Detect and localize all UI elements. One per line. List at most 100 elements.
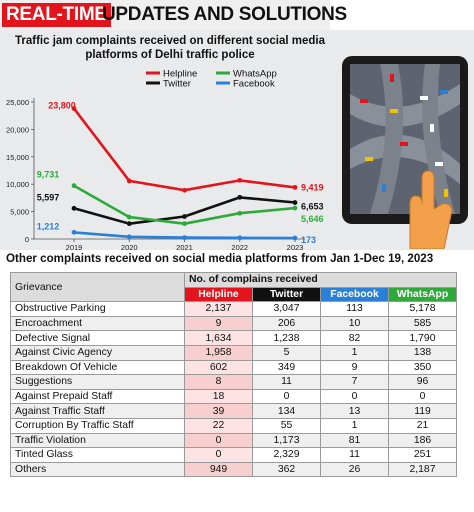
whatsapp-cell: 251 (388, 447, 457, 463)
data-label-facebook: 1,212 (37, 221, 60, 231)
chart-title: Traffic jam complaints received on diffe… (15, 35, 325, 61)
twitter-cell: 5 (252, 344, 321, 361)
twitter-cell: 55 (252, 417, 321, 434)
car-icon (400, 142, 408, 146)
data-point-whatsapp (71, 183, 77, 189)
car-icon (435, 162, 443, 166)
twitter-cell: 2,329 (252, 447, 321, 463)
helpline-cell: 2,137 (184, 301, 253, 317)
whatsapp-cell: 585 (388, 315, 457, 332)
table-row: Encroachment 9 206 10 585 (10, 315, 457, 332)
helpline-cell: 9 (184, 315, 253, 332)
grievance-cell: Against Traffic Staff (10, 403, 185, 419)
twitter-cell: 1,238 (252, 330, 321, 346)
twitter-cell: 0 (252, 388, 321, 405)
grievance-cell: Others (10, 461, 185, 478)
y-tick-label: 25,000 (6, 98, 29, 107)
facebook-cell: 26 (320, 461, 389, 478)
grievance-cell: Suggestions (10, 374, 185, 390)
legend-twitter-label: Twitter (163, 79, 191, 90)
data-point-helpline (237, 177, 243, 183)
helpline-cell: 8 (184, 374, 253, 390)
table-row: Suggestions 8 11 7 96 (10, 374, 457, 390)
data-point-helpline (182, 187, 187, 193)
table-row: Against Prepaid Staff 18 0 0 0 (10, 388, 457, 405)
line-chart: Helpline WhatsApp Twitter Facebook 0 5,00… (6, 69, 324, 251)
grievance-cell: Encroachment (10, 315, 185, 332)
whatsapp-cell: 186 (388, 432, 457, 449)
x-tick-label: 2022 (231, 243, 248, 250)
table-row: Against Traffic Staff 39 134 13 119 (10, 403, 457, 419)
twitter-cell: 11 (252, 374, 321, 390)
banner-title: UPDATES AND SOLUTIONS (102, 4, 347, 25)
data-label-facebook: 173 (301, 235, 316, 245)
y-tick-label: 15,000 (6, 153, 29, 162)
car-icon (444, 189, 448, 197)
data-point-twitter (182, 214, 187, 219)
facebook-cell: 9 (320, 359, 389, 376)
table-row: Tinted Glass 0 2,329 11 251 (10, 447, 457, 463)
twitter-cell: 349 (252, 359, 321, 376)
data-point-helpline (292, 184, 298, 190)
complaints-table: Grievance No. of complains received Help… (10, 271, 457, 478)
table-row: Defective Signal 1,634 1,238 82 1,790 (10, 330, 457, 346)
platform-header-row: Helpline Twitter Facebook WhatsApp (11, 286, 457, 303)
helpline-cell: 18 (184, 388, 253, 405)
whatsapp-cell: 138 (388, 344, 457, 361)
table-row: Obstructive Parking 2,137 3,047 113 5,17… (10, 301, 457, 317)
data-point-facebook (237, 235, 243, 241)
data-label-whatsapp: 9,731 (37, 170, 60, 180)
chart-series: 23,800 9,419 5,597 6,653 9,731 5,646 1,212 173 (37, 101, 324, 245)
data-label-twitter: 5,597 (37, 192, 60, 202)
legend-helpline-label: Helpline (163, 69, 197, 80)
data-point-twitter (71, 205, 77, 211)
chart-panel: Traffic jam complaints received on diffe… (0, 30, 474, 250)
twitter-cell: 206 (252, 315, 321, 332)
whatsapp-cell: 119 (388, 403, 457, 419)
facebook-cell: 11 (320, 447, 389, 463)
table-title: Other complaints received on social medi… (6, 252, 434, 265)
grievance-cell: Against Prepaid Staff (10, 388, 185, 405)
grievance-cell: Against Civic Agency (10, 344, 185, 361)
table-header-row: Grievance No. of complains received (10, 271, 457, 303)
y-tick-label: 20,000 (6, 125, 29, 134)
series-line-helpline (72, 107, 296, 192)
grievance-header: Grievance (10, 271, 185, 303)
chart-axes: 0 5,000 10,000 15,000 20,000 25,000 2019 2020 20… (6, 98, 305, 250)
legend-whatsapp-label: WhatsApp (233, 69, 277, 80)
car-icon (382, 184, 386, 192)
data-point-facebook (182, 235, 187, 241)
whatsapp-column-header: WhatsApp (388, 286, 457, 303)
whatsapp-cell: 5,178 (388, 301, 457, 317)
table-row: Breakdown Of Vehicle 602 349 9 350 (10, 359, 457, 376)
x-tick-label: 2019 (66, 243, 83, 250)
facebook-cell: 113 (320, 301, 389, 317)
grievance-cell: Defective Signal (10, 330, 185, 346)
data-point-facebook (292, 235, 298, 241)
helpline-cell: 0 (184, 432, 253, 449)
data-point-whatsapp (126, 214, 132, 220)
x-tick-label: 2021 (176, 243, 193, 250)
y-tick-label: 0 (25, 235, 29, 244)
facebook-cell: 10 (320, 315, 389, 332)
grievance-cell: Traffic Violation (10, 432, 185, 449)
x-tick-label: 2020 (121, 243, 138, 250)
table-row: Against Civic Agency 1,958 5 1 138 (10, 344, 457, 361)
legend-facebook: Facebook (216, 79, 275, 90)
car-icon (430, 124, 434, 132)
helpline-column-header: Helpline (184, 286, 253, 303)
helpline-cell: 0 (184, 447, 253, 463)
whatsapp-cell: 2,187 (388, 461, 457, 478)
facebook-cell: 81 (320, 432, 389, 449)
x-tick-label: 2023 (287, 243, 304, 250)
data-point-twitter (126, 221, 132, 227)
y-tick-label: 10,000 (6, 180, 29, 189)
car-icon (390, 74, 394, 82)
facebook-cell: 13 (320, 403, 389, 419)
car-icon (440, 90, 448, 94)
table-row: Corruption By Traffic Staff 22 55 1 21 (10, 417, 457, 434)
car-icon (420, 96, 428, 100)
hand-icon (409, 170, 453, 249)
data-point-whatsapp (237, 210, 243, 216)
whatsapp-cell: 96 (388, 374, 457, 390)
